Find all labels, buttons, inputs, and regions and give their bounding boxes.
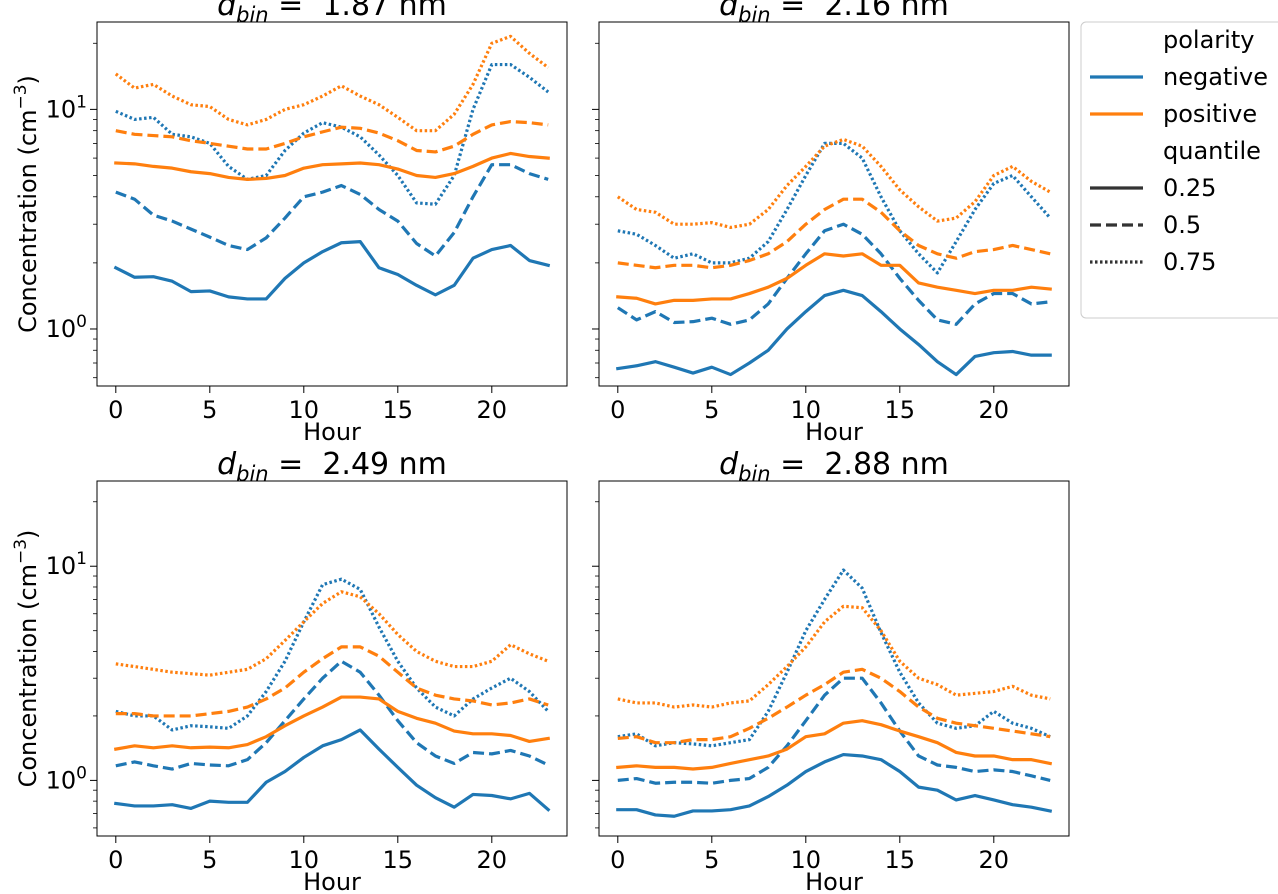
x-tick-label: 20 xyxy=(979,396,1010,424)
axes-frame xyxy=(598,480,1070,837)
legend-label: polarity xyxy=(1163,26,1254,54)
panel-title: dbin = 1.87 nm xyxy=(217,0,447,27)
y-axis-label: Concentration (cm−3) xyxy=(11,530,42,788)
x-axis-label: Hour xyxy=(303,868,361,894)
series-line-positive-q0.75 xyxy=(616,137,1051,230)
series-line-negative-q0.25 xyxy=(616,752,1053,818)
series-line-positive-q0.5 xyxy=(115,645,549,718)
panel-title: dbin = 2.16 nm xyxy=(719,0,949,27)
panel-1: 0 5 10 15 20 100 101 Hour Concentration (cm−3) db… xyxy=(11,0,568,446)
axes-frame xyxy=(598,21,1070,387)
legend-label: 0.75 xyxy=(1163,248,1216,276)
series-line-positive-q0.25 xyxy=(114,151,550,181)
x-tick-label: 5 xyxy=(202,396,217,424)
series-line-positive-q0.25 xyxy=(113,695,551,751)
series-line-positive-q0.5 xyxy=(617,197,1051,270)
x-tick-label: 10 xyxy=(289,846,320,874)
panel-4: 0 5 10 15 20 Hour dbin = 2.88 nm xyxy=(592,447,1070,894)
legend-label: 0.5 xyxy=(1163,211,1201,239)
x-tick-label: 5 xyxy=(202,846,217,874)
x-tick-label: 20 xyxy=(477,396,508,424)
x-tick-label: 15 xyxy=(383,396,414,424)
series-line-negative-q0.5 xyxy=(115,659,549,771)
x-axis-label: Hour xyxy=(805,418,863,446)
legend: polarity negative positive quantile 0.25 0.5 0… xyxy=(1080,21,1278,319)
series-line-negative-q0.5 xyxy=(616,222,1051,326)
x-tick-label: 0 xyxy=(610,396,625,424)
series-line-negative-q0.5 xyxy=(115,163,549,258)
x-tick-label: 20 xyxy=(477,846,508,874)
plot-area xyxy=(615,137,1052,377)
series-line-positive-q0.75 xyxy=(114,34,550,133)
x-tick-label: 15 xyxy=(383,846,414,874)
x-tick-label: 10 xyxy=(791,846,822,874)
legend-label: positive xyxy=(1163,100,1257,128)
x-tick-label: 5 xyxy=(704,396,719,424)
series-line-positive-q0.25 xyxy=(616,252,1052,306)
panel-title: dbin = 2.88 nm xyxy=(719,447,949,486)
legend-item-positive: positive xyxy=(1090,100,1257,128)
axes-frame xyxy=(96,21,568,387)
legend-label: quantile xyxy=(1163,137,1261,165)
x-tick-label: 0 xyxy=(108,396,123,424)
x-axis-label: Hour xyxy=(303,418,361,446)
series-line-negative-q0.75 xyxy=(115,62,550,206)
axes-frame xyxy=(96,480,568,837)
x-tick-label: 10 xyxy=(791,396,822,424)
x-tick-label: 5 xyxy=(704,846,719,874)
y-tick-label: 101 xyxy=(46,92,87,123)
x-tick-label: 15 xyxy=(885,396,916,424)
x-tick-label: 10 xyxy=(289,396,320,424)
legend-item-q05: 0.5 xyxy=(1090,211,1201,239)
legend-title-polarity: polarity xyxy=(1163,26,1254,54)
x-tick-label: 20 xyxy=(979,846,1010,874)
legend-label: negative xyxy=(1163,63,1268,91)
x-tick-label: 0 xyxy=(610,846,625,874)
legend-title-quantile: quantile xyxy=(1163,137,1261,165)
panel-2: 0 5 10 15 20 Hour dbin = 2.16 nm xyxy=(592,0,1070,446)
series-line-positive-q0.5 xyxy=(617,667,1051,745)
series-line-positive-q0.5 xyxy=(115,119,549,154)
y-tick-label: 100 xyxy=(46,763,87,794)
series-line-negative-q0.5 xyxy=(617,676,1051,785)
y-tick-label: 100 xyxy=(46,312,87,343)
plot-area xyxy=(616,568,1053,818)
series-line-negative-q0.75 xyxy=(617,141,1052,275)
legend-item-q075: 0.75 xyxy=(1090,248,1216,276)
plot-area xyxy=(113,34,551,301)
series-line-positive-q0.25 xyxy=(616,719,1053,771)
series-line-negative-q0.25 xyxy=(615,288,1052,377)
series-line-positive-q0.75 xyxy=(617,604,1051,709)
series-line-negative-q0.25 xyxy=(114,728,551,812)
y-axis-label: Concentration (cm−3) xyxy=(11,75,42,333)
legend-frame xyxy=(1080,21,1278,319)
panel-title: dbin = 2.49 nm xyxy=(217,447,447,486)
series-line-negative-q0.75 xyxy=(617,568,1051,748)
plot-area xyxy=(113,577,551,812)
legend-item-q025: 0.25 xyxy=(1090,174,1216,202)
panel-3: 0 5 10 15 20 100 101 Hour Concentration (cm−3) db… xyxy=(11,447,568,894)
x-tick-label: 15 xyxy=(885,846,916,874)
series-line-negative-q0.25 xyxy=(113,240,551,301)
legend-item-negative: negative xyxy=(1090,63,1268,91)
x-axis-label: Hour xyxy=(805,868,863,894)
series-line-positive-q0.75 xyxy=(115,590,549,677)
y-tick-label: 101 xyxy=(46,549,87,580)
legend-label: 0.25 xyxy=(1163,174,1216,202)
x-tick-label: 0 xyxy=(108,846,123,874)
